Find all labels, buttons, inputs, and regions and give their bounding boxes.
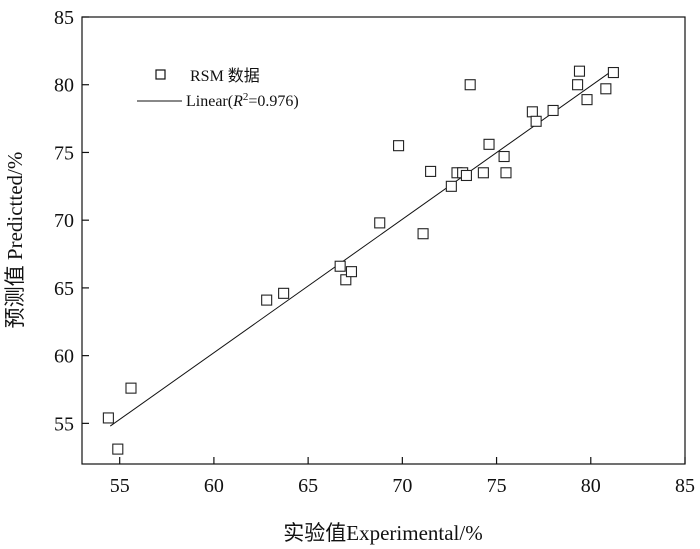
- plot-frame: [81, 16, 686, 465]
- y-tick-label: 85: [54, 7, 74, 29]
- legend-fit-sup: 2: [243, 91, 249, 103]
- data-point: [445, 180, 457, 192]
- data-point: [464, 79, 476, 91]
- data-point: [393, 140, 405, 152]
- data-point: [425, 165, 437, 177]
- x-tick-label: 75: [487, 475, 507, 497]
- data-point: [345, 266, 358, 278]
- data-point: [581, 94, 593, 106]
- x-tick-label: 65: [298, 475, 318, 497]
- legend-fit-suffix: =0.976): [248, 93, 298, 110]
- y-axis: 55 60 65 70 75 80 85: [54, 7, 89, 435]
- data-point: [261, 294, 273, 306]
- y-tick-label: 70: [54, 210, 74, 232]
- fit-line-layer: [109, 72, 610, 427]
- data-point: [572, 79, 584, 91]
- x-tick-label: 60: [204, 475, 224, 497]
- data-point: [112, 443, 124, 455]
- x-axis: 55 60 65 70 75 80 85: [110, 457, 695, 497]
- data-point: [526, 106, 538, 118]
- data-point: [102, 412, 114, 424]
- x-tick-label: 55: [110, 475, 130, 497]
- data-point: [607, 66, 619, 79]
- data-points: [102, 65, 619, 455]
- x-tick-label: 70: [392, 475, 412, 497]
- legend-marker-square: [155, 69, 166, 80]
- y-tick-label: 75: [54, 142, 74, 164]
- x-tick-label: 85: [675, 475, 695, 497]
- data-point: [374, 217, 386, 229]
- x-tick-label: 80: [581, 475, 601, 497]
- data-point: [483, 138, 495, 150]
- x-axis-title: 实验值Experimental/%: [283, 521, 482, 545]
- data-point: [477, 167, 489, 179]
- legend-fit-prefix: Linear(: [186, 93, 233, 110]
- y-tick-label: 80: [54, 75, 74, 97]
- data-point: [530, 115, 542, 127]
- data-point: [547, 104, 559, 117]
- legend-label-data: RSM 数据: [190, 67, 260, 85]
- y-tick-label: 60: [54, 346, 74, 368]
- data-point: [500, 167, 512, 179]
- data-point: [278, 287, 290, 299]
- data-point: [340, 274, 352, 286]
- data-point: [125, 382, 137, 394]
- data-point: [498, 150, 510, 163]
- data-point: [573, 65, 586, 77]
- data-point: [460, 169, 472, 182]
- data-point: [417, 228, 429, 240]
- legend: RSM 数据 Linear(R2=0.976): [137, 67, 299, 110]
- fit-line: [109, 72, 610, 427]
- legend-fit-r: R: [232, 93, 243, 110]
- y-axis-title: 预测值 Predictted/%: [3, 152, 27, 329]
- legend-label-fit: Linear(R2=0.976): [186, 91, 299, 110]
- data-point: [600, 83, 612, 95]
- y-tick-label: 55: [54, 413, 74, 435]
- data-point: [334, 260, 346, 272]
- y-tick-label: 65: [54, 278, 74, 300]
